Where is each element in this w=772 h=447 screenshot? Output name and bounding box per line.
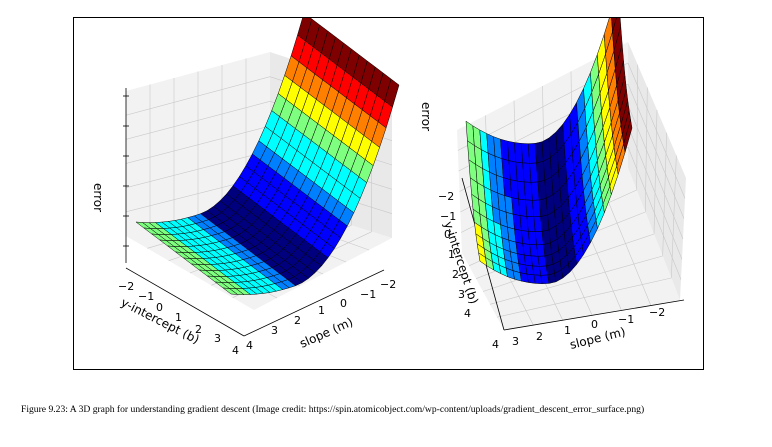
intercept-tick-label: 3 [214, 332, 221, 345]
figure-frame: error −2 −1 0 1 2 3 4 y-intercept (b) 4 3 2 1 0 −1 −2 sl… [73, 17, 704, 370]
z-axis-label: error [91, 183, 105, 212]
slope-tick-label: 3 [512, 335, 519, 348]
slope-tick-label: 4 [246, 339, 253, 352]
intercept-tick-label: −2 [118, 280, 134, 293]
intercept-tick-label: 1 [175, 311, 182, 324]
intercept-axis-line [125, 267, 245, 337]
intercept-tick-label: 2 [195, 323, 202, 336]
slope-tick-label: 4 [492, 338, 499, 351]
slope-axis-line [503, 299, 685, 331]
intercept-tick-label: 2 [452, 268, 459, 281]
figure-caption: Figure 9.23: A 3D graph for understandin… [21, 404, 645, 415]
intercept-tick-label: −1 [440, 210, 456, 223]
slope-tick-label: −2 [380, 278, 396, 291]
grid-line [627, 146, 682, 280]
slope-tick-label: 0 [591, 318, 598, 331]
surface-cell [222, 287, 239, 295]
intercept-tick-label: 1 [448, 248, 455, 261]
slope-axis-line [243, 269, 385, 337]
grid-line [496, 277, 672, 318]
intercept-tick-label: 0 [444, 228, 451, 241]
slope-tick-label: 3 [271, 324, 278, 337]
intercept-tick-label: 0 [156, 301, 163, 314]
surface-cell [623, 119, 633, 153]
slope-tick-label: −1 [360, 288, 376, 301]
intercept-tick-label: 3 [458, 288, 465, 301]
slope-tick-label: 1 [564, 324, 571, 337]
axis-pane [628, 42, 686, 300]
slope-axis-label: slope (m) [298, 315, 356, 351]
slope-tick-label: 0 [340, 297, 347, 310]
z-axis-label: error [419, 102, 433, 131]
intercept-tick-label: 4 [464, 307, 471, 320]
slope-tick-label: 2 [536, 330, 543, 343]
slope-tick-label: 1 [318, 304, 325, 317]
slope-tick-label: 2 [294, 314, 301, 327]
intercept-tick-label: −1 [138, 290, 154, 303]
slope-tick-label: −1 [618, 313, 634, 326]
intercept-tick-label: 4 [232, 344, 239, 357]
slope-tick-label: −2 [649, 306, 665, 319]
intercept-tick-label: −2 [438, 190, 454, 203]
